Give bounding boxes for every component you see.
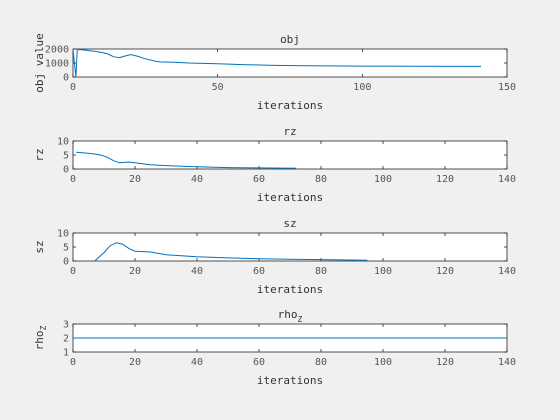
x-tick-label: 100 <box>353 82 371 93</box>
series-line <box>76 151 297 169</box>
axes-box <box>72 140 508 170</box>
x-tick-label: 0 <box>70 266 76 277</box>
y-axis-label: obj value <box>33 33 46 93</box>
y-tick-label: 5 <box>63 151 69 162</box>
plot-title: obj <box>280 33 300 46</box>
y-tick-label: 5 <box>63 243 69 254</box>
title-subscript: Z <box>298 315 303 324</box>
x-tick-label: 120 <box>436 357 454 368</box>
x-tick-label: 80 <box>315 357 327 368</box>
x-tick-label: 140 <box>498 357 516 368</box>
ylabel-subscript: Z <box>39 325 48 330</box>
title-main: rho <box>278 308 298 321</box>
x-tick-label: 0 <box>70 174 76 185</box>
y-tick-label: 10 <box>57 137 69 148</box>
y-tick-label: 0 <box>63 257 69 268</box>
x-tick-label: 0 <box>70 82 76 93</box>
y-tick-label: 2000 <box>45 45 69 56</box>
x-tick-label: 140 <box>498 174 516 185</box>
x-tick-label: 40 <box>191 357 203 368</box>
series-line <box>72 48 482 78</box>
axes-box <box>72 48 508 78</box>
plot-title: rz <box>283 125 296 138</box>
x-tick-label: 80 <box>315 174 327 185</box>
x-tick-label: 60 <box>253 174 265 185</box>
subplot-3: sz 0 20 40 60 80 100 120 140 0 5 10 iterations sz <box>33 217 516 296</box>
y-axis-label: rhoZ <box>33 325 48 350</box>
x-tick-label: 140 <box>498 266 516 277</box>
x-tick-label: 20 <box>129 266 141 277</box>
x-tick-label: 40 <box>191 266 203 277</box>
plot-title: rhoZ <box>278 308 303 324</box>
y-tick-label: 10 <box>57 229 69 240</box>
y-tick-label: 0 <box>63 165 69 176</box>
y-tick-label: 1 <box>63 348 69 359</box>
ylabel-main: rho <box>33 330 46 350</box>
x-tick-label: 40 <box>191 174 203 185</box>
y-tick-label: 2 <box>63 334 69 345</box>
axes-box <box>72 232 508 262</box>
x-tick-label: 100 <box>374 266 392 277</box>
y-tick-label: 1000 <box>45 59 69 70</box>
y-axis-label: sz <box>33 240 46 253</box>
x-tick-label: 20 <box>129 357 141 368</box>
y-tick-label: 0 <box>63 73 69 84</box>
x-tick-label: 0 <box>70 357 76 368</box>
subplot-1: obj 0 50 100 150 0 1000 2000 iterations obj value <box>33 33 516 112</box>
x-axis-label: iterations <box>257 374 323 387</box>
x-tick-label: 120 <box>436 266 454 277</box>
x-tick-label: 60 <box>253 357 265 368</box>
plot-title: sz <box>283 217 296 230</box>
y-tick-label: 3 <box>63 320 69 331</box>
x-axis-label: iterations <box>257 283 323 296</box>
x-axis-label: iterations <box>257 191 323 204</box>
x-tick-label: 50 <box>212 82 224 93</box>
x-tick-label: 100 <box>374 174 392 185</box>
x-tick-label: 80 <box>315 266 327 277</box>
x-tick-label: 120 <box>436 174 454 185</box>
y-axis-label: rz <box>33 148 46 161</box>
x-axis-label: iterations <box>257 99 323 112</box>
series-line <box>94 242 368 262</box>
x-tick-label: 60 <box>253 266 265 277</box>
x-tick-label: 100 <box>374 357 392 368</box>
subplot-2: rz 0 20 40 60 80 100 120 140 0 5 10 iterations rz <box>33 125 516 204</box>
x-tick-label: 150 <box>498 82 516 93</box>
x-tick-label: 20 <box>129 174 141 185</box>
